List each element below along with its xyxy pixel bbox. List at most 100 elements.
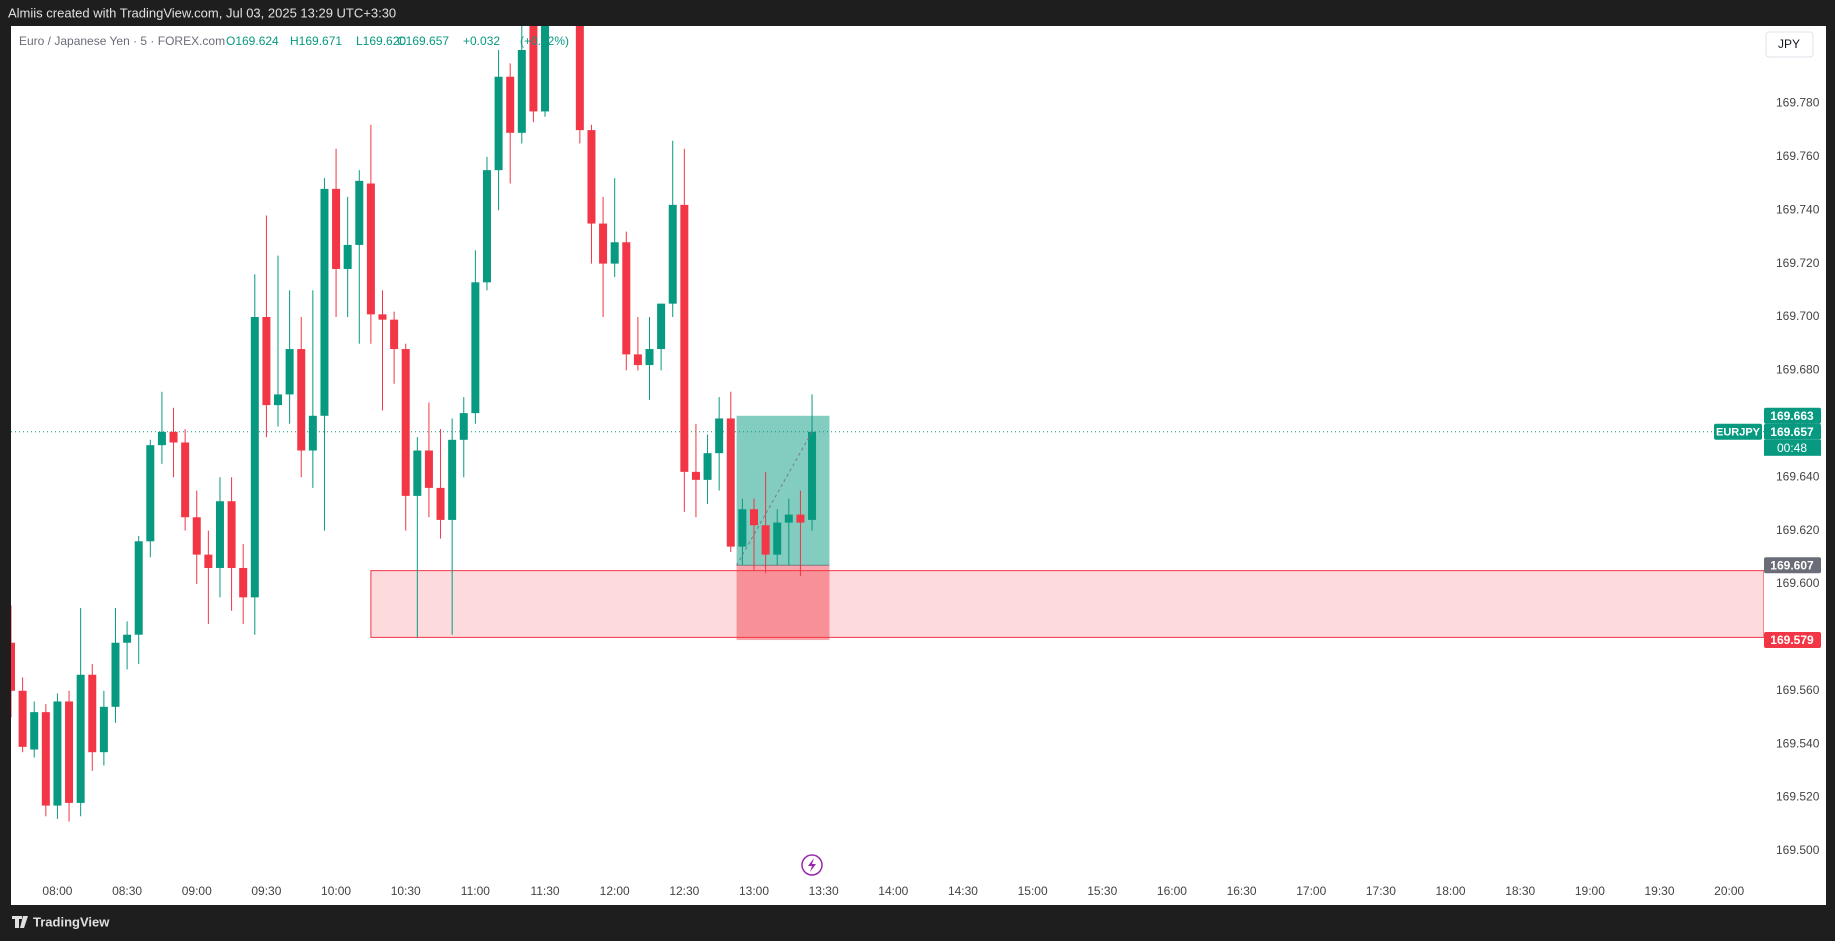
candle-body xyxy=(587,130,596,224)
candle-body xyxy=(668,204,677,304)
y-tick-label: 169.720 xyxy=(1776,256,1820,270)
x-tick-label: 09:30 xyxy=(251,884,281,898)
candle-body xyxy=(749,509,758,526)
y-tick-label: 169.700 xyxy=(1776,309,1820,323)
trade-line xyxy=(736,431,813,566)
candle-body xyxy=(262,317,271,406)
x-tick-label: 19:30 xyxy=(1645,884,1675,898)
candle-body xyxy=(784,514,793,523)
candle-body xyxy=(181,442,190,518)
legend-change: +0.032 xyxy=(463,34,500,48)
candle-body xyxy=(691,471,700,480)
y-tick-label: 169.780 xyxy=(1776,96,1820,110)
legend-open: O169.624 xyxy=(226,34,279,48)
y-tick-label: 169.520 xyxy=(1776,790,1820,804)
candle-body xyxy=(459,413,468,440)
candle-body xyxy=(285,349,294,395)
candle-body xyxy=(494,76,503,171)
candle-body xyxy=(274,394,283,406)
candle-body xyxy=(215,501,224,568)
candle-body xyxy=(250,317,259,598)
candle-body xyxy=(146,445,155,542)
x-tick-label: 16:30 xyxy=(1227,884,1257,898)
candle-body xyxy=(157,431,166,446)
candle-body xyxy=(332,188,341,269)
x-tick-label: 08:00 xyxy=(42,884,72,898)
candle-body xyxy=(41,712,50,806)
candle-body xyxy=(134,541,143,635)
y-tick-label: 169.540 xyxy=(1776,736,1820,750)
footer: TradingView xyxy=(33,914,110,929)
candle-body xyxy=(517,50,526,133)
event-bolt xyxy=(808,858,816,872)
candle-body xyxy=(88,674,97,753)
plot xyxy=(11,26,1764,822)
stop-loss-tag: 169.579 xyxy=(1770,633,1814,647)
x-tick-label: 12:00 xyxy=(600,884,630,898)
candle-body xyxy=(796,514,805,523)
candle-body xyxy=(482,170,491,283)
candle-body xyxy=(761,525,770,555)
x-tick-label: 15:30 xyxy=(1087,884,1117,898)
y-tick-label: 169.740 xyxy=(1776,202,1820,216)
price-tag-box xyxy=(1764,423,1821,440)
candle-body xyxy=(808,431,817,520)
countdown: 00:48 xyxy=(1777,441,1807,455)
candle-body xyxy=(204,554,213,568)
x-tick-label: 11:00 xyxy=(461,884,490,898)
candle-body xyxy=(11,642,15,691)
candle-body xyxy=(297,349,306,451)
candle-body xyxy=(192,517,201,555)
x-tick-label: 16:00 xyxy=(1157,884,1187,898)
candle-body xyxy=(599,223,608,264)
take-profit-tag-box xyxy=(1764,407,1821,424)
x-tick-label: 18:30 xyxy=(1505,884,1535,898)
x-tick-label: 20:00 xyxy=(1714,884,1744,898)
candle-body xyxy=(633,354,642,366)
candle-body xyxy=(390,319,399,350)
x-tick-label: 15:00 xyxy=(1018,884,1048,898)
candle-body xyxy=(413,450,422,496)
x-tick-label: 11:30 xyxy=(530,884,559,898)
candle-body xyxy=(99,706,108,753)
candle-body xyxy=(401,349,410,496)
candle-body xyxy=(320,188,329,416)
x-tick-label: 13:30 xyxy=(809,884,839,898)
candle-body xyxy=(76,674,85,803)
candle-body xyxy=(366,183,375,315)
entry-tag-box xyxy=(1764,557,1821,574)
x-tick-label: 08:30 xyxy=(112,884,142,898)
candle-body xyxy=(355,180,364,245)
candle-body xyxy=(610,242,619,264)
candle-body xyxy=(30,712,39,750)
x-tick-label: 09:00 xyxy=(182,884,212,898)
chart-area xyxy=(11,26,1826,905)
x-tick-label: 14:00 xyxy=(878,884,908,898)
stop-loss-area xyxy=(736,565,830,641)
y-tick-label: 169.760 xyxy=(1776,149,1820,163)
price-tag: 169.657 xyxy=(1770,425,1814,439)
candle-body xyxy=(436,487,445,520)
symbol: EURJPY xyxy=(1716,427,1761,439)
logo xyxy=(12,916,28,928)
x-tick-label: 14:30 xyxy=(948,884,978,898)
candle-body xyxy=(703,453,712,480)
y-tick-label: 169.620 xyxy=(1776,523,1820,537)
currency[interactable]: JPY xyxy=(1778,37,1800,51)
currency-button[interactable] xyxy=(1765,31,1814,58)
take-profit-tag: 169.663 xyxy=(1770,409,1814,423)
entry-tag: 169.607 xyxy=(1770,558,1814,572)
candle-body xyxy=(239,567,248,598)
candle-body xyxy=(645,349,654,366)
candle-body xyxy=(506,76,515,133)
x-tick-label: 13:00 xyxy=(739,884,769,898)
x-tick-label: 10:30 xyxy=(391,884,421,898)
candle-body xyxy=(680,204,689,472)
x-tick-label: 12:30 xyxy=(669,884,699,898)
candle-body xyxy=(424,450,433,488)
candle-body xyxy=(227,501,236,568)
candle-body xyxy=(657,303,666,350)
candle-body xyxy=(65,701,74,803)
stop-loss-tag-box xyxy=(1764,632,1821,649)
